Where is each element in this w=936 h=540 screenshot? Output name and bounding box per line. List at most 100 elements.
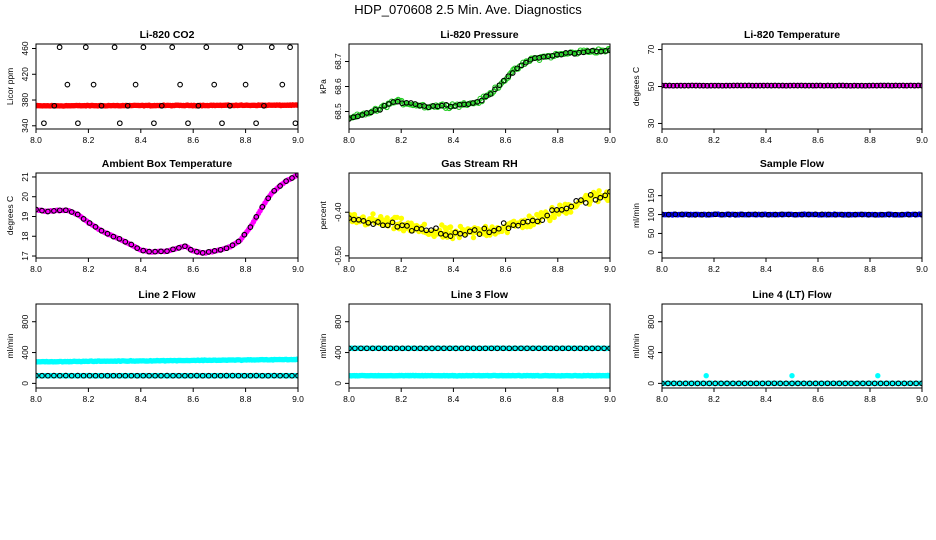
data-point [140, 372, 147, 379]
data-point [283, 372, 289, 379]
page-title: HDP_070608 2.5 Min. Ave. Diagnostics [354, 2, 582, 17]
data-point [292, 120, 298, 127]
data-point [685, 211, 692, 218]
data-point [68, 372, 75, 379]
y-axis-label: kPa [318, 79, 328, 94]
data-point [819, 211, 825, 218]
data-point [82, 44, 89, 51]
x-tick-label: 8.8 [240, 394, 252, 404]
data-point [182, 372, 188, 379]
data-point [676, 380, 683, 387]
y-tick-label: 460 [20, 41, 30, 55]
x-tick-label: 9.0 [916, 394, 928, 404]
data-point [405, 345, 412, 352]
data-point [913, 380, 919, 387]
data-point [237, 44, 244, 51]
data-point [705, 211, 712, 218]
y-tick-label: 30 [646, 118, 656, 128]
data-point [217, 372, 224, 379]
data-point [486, 229, 493, 236]
data-point [518, 345, 524, 352]
data-point [848, 380, 854, 387]
data-point [80, 216, 87, 222]
y-axis-label: percent [318, 201, 328, 230]
data-point [423, 345, 429, 352]
data-point [491, 227, 497, 234]
data-point [565, 345, 572, 352]
data-point [783, 380, 789, 387]
data-point [404, 223, 410, 229]
data-points [36, 44, 298, 127]
data-point [723, 82, 729, 89]
x-tick-label: 9.0 [604, 394, 616, 404]
x-tick-label: 8.0 [30, 135, 42, 145]
data-point [235, 372, 242, 379]
x-tick-label: 9.0 [916, 264, 928, 274]
data-point [295, 173, 298, 178]
data-point [871, 380, 878, 387]
data-point [45, 372, 51, 379]
data-point [858, 82, 865, 89]
data-point [768, 82, 775, 89]
data-point [824, 82, 831, 89]
data-point [268, 44, 275, 51]
data-point [539, 217, 546, 223]
data-point [128, 372, 135, 379]
panel-title: Sample Flow [760, 158, 825, 170]
data-point [798, 82, 805, 89]
x-tick-label: 8.4 [760, 264, 772, 274]
data-point [494, 345, 501, 352]
data-point [253, 214, 260, 220]
x-tick-label: 8.6 [187, 135, 199, 145]
data-point [812, 211, 819, 218]
data-point [806, 380, 813, 387]
data-point [470, 345, 477, 352]
data-point [738, 82, 744, 89]
data-point [514, 65, 520, 72]
data-point [741, 380, 748, 387]
data-point [726, 82, 733, 89]
data-point [483, 93, 489, 100]
data-point [806, 82, 812, 89]
data-point [595, 345, 601, 352]
data-point [875, 373, 881, 379]
data-point [247, 224, 254, 230]
data-point [597, 194, 604, 201]
data-point [919, 82, 922, 89]
data-point [904, 82, 910, 89]
data-point [134, 245, 141, 251]
data-point [86, 220, 93, 226]
data-point [495, 85, 502, 91]
data-point [75, 120, 81, 127]
data-point [271, 187, 278, 194]
data-point [855, 82, 861, 89]
data-point [476, 345, 483, 352]
data-point [747, 380, 754, 387]
panel-7: Line 2 Flow ml/min 8.0 8.2 8.4 8.6 8.8 9.0 0 400 8… [5, 289, 304, 404]
data-point [765, 211, 772, 218]
data-point [832, 211, 839, 218]
data-point [259, 372, 266, 379]
data-point [241, 372, 248, 379]
y-tick-label: 0 [646, 381, 656, 386]
data-point [670, 82, 677, 89]
data-point [253, 372, 260, 379]
data-point [92, 372, 99, 379]
data-point [730, 380, 736, 387]
data-point [64, 81, 71, 88]
data-point [836, 380, 843, 387]
data-point [749, 82, 756, 89]
data-point [375, 345, 382, 352]
data-point [899, 211, 905, 218]
data-point [116, 120, 123, 127]
data-point [821, 82, 827, 89]
x-tick-label: 8.6 [812, 394, 824, 404]
data-point [547, 345, 554, 352]
y-tick-label: 400 [646, 345, 656, 359]
data-point [122, 238, 129, 245]
y-tick-label: 68.7 [333, 53, 343, 70]
data-point [492, 86, 498, 93]
plot-frame [348, 303, 611, 389]
panel-title: Line 2 Flow [138, 289, 196, 301]
data-point [700, 380, 707, 387]
